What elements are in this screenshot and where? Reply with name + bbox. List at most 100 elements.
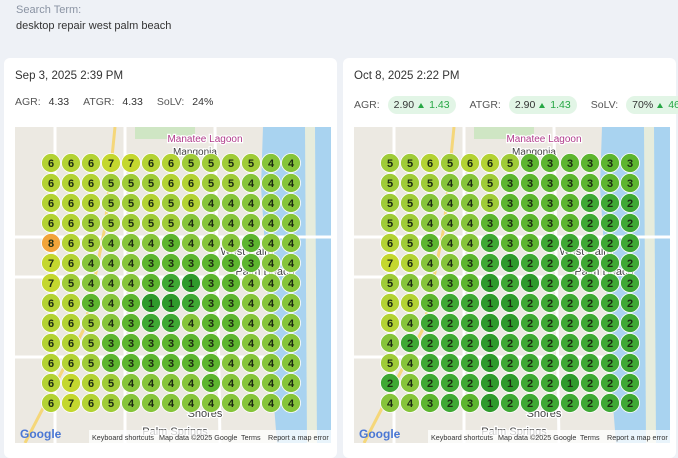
rank-label: 5 — [487, 178, 493, 190]
rank-label: 4 — [387, 398, 394, 410]
rank-pin — [520, 173, 540, 193]
rank-pin — [520, 373, 540, 393]
rank-pin — [41, 193, 61, 213]
rank-pin — [580, 253, 600, 273]
rank-pin — [600, 233, 620, 253]
rank-pin — [560, 373, 580, 393]
rank-pin — [440, 353, 460, 373]
rank-label: 4 — [248, 398, 255, 410]
rank-pin — [420, 353, 440, 373]
rank-label: 3 — [148, 338, 154, 350]
rank-label: 5 — [407, 218, 413, 230]
rank-pin — [620, 233, 640, 253]
rank-pin — [560, 153, 580, 173]
rank-label: 4 — [268, 358, 275, 370]
rank-pin — [500, 373, 520, 393]
rank-pin — [540, 193, 560, 213]
rank-label: 2 — [547, 338, 553, 350]
rank-label: 3 — [547, 198, 553, 210]
rank-label: 4 — [248, 218, 255, 230]
search-term: desktop repair west palm beach — [16, 20, 172, 32]
rank-label: 5 — [208, 158, 214, 170]
rank-label: 2 — [447, 398, 453, 410]
metric-label: SoLV: — [156, 96, 185, 108]
rank-label: 2 — [547, 298, 553, 310]
rank-pin — [261, 193, 281, 213]
rank-pin — [500, 213, 520, 233]
rank-pin — [620, 313, 640, 333]
rank-label: 7 — [48, 278, 54, 290]
rank-label: 5 — [427, 178, 433, 190]
rank-pin — [580, 213, 600, 233]
rank-pin — [161, 273, 181, 293]
rank-pin — [101, 313, 121, 333]
rank-pin — [181, 273, 201, 293]
rank-label: 4 — [288, 258, 295, 270]
rank-pin — [400, 313, 420, 333]
rank-label: 4 — [248, 338, 255, 350]
rank-pin — [221, 273, 241, 293]
rank-pin — [540, 333, 560, 353]
rank-label: 4 — [188, 398, 195, 410]
rank-label: 2 — [467, 358, 473, 370]
arrow-shape — [418, 103, 425, 108]
rank-label: 2 — [407, 338, 413, 350]
rank-pin — [61, 373, 81, 393]
rank-pin — [460, 273, 480, 293]
rank-pin — [181, 153, 201, 173]
rank-label: 4 — [228, 378, 235, 390]
rank-pin — [420, 333, 440, 353]
rank-pin — [241, 333, 261, 353]
rank-label: 3 — [148, 258, 154, 270]
rank-label: 6 — [68, 198, 74, 210]
rank-pin — [281, 393, 301, 413]
rank-pin — [221, 173, 241, 193]
rank-pin — [520, 153, 540, 173]
rank-label: 4 — [407, 278, 414, 290]
rank-label: 4 — [128, 278, 135, 290]
report-card: Oct 8, 2025 2:22 PM AGR: 2.90 1.43 ATGR: 2.90… — [343, 58, 678, 458]
rank-pin — [221, 213, 241, 233]
up-arrow — [657, 103, 664, 108]
rank-pin — [81, 293, 101, 313]
rank-pin — [620, 253, 640, 273]
map-attribution: Report a map error — [268, 433, 329, 442]
rank-pin — [281, 253, 301, 273]
rank-pin — [141, 213, 161, 233]
rank-pin — [261, 353, 281, 373]
rank-label: 3 — [507, 198, 513, 210]
rank-label: 6 — [68, 258, 74, 270]
rank-label: 2 — [527, 318, 533, 330]
rank-label: 3 — [208, 378, 214, 390]
rank-label: 3 — [527, 198, 533, 210]
rank-label: 2 — [627, 358, 633, 370]
rank-pin — [281, 233, 301, 253]
rank-pin — [141, 193, 161, 213]
rank-label: 6 — [48, 218, 54, 230]
report-date: Oct 8, 2025 2:22 PM — [354, 70, 460, 82]
rank-pin — [101, 353, 121, 373]
rank-pin — [600, 253, 620, 273]
rank-pin — [101, 373, 121, 393]
rank-pin — [600, 333, 620, 353]
rank-pin — [41, 233, 61, 253]
rank-label: 2 — [188, 298, 194, 310]
rank-pin — [61, 193, 81, 213]
rank-pin — [420, 313, 440, 333]
rank-label: 6 — [68, 358, 74, 370]
report-date: Sep 3, 2025 2:39 PM — [15, 70, 124, 82]
rank-label: 6 — [68, 178, 74, 190]
rank-label: 5 — [68, 278, 74, 290]
rank-label: 1 — [487, 298, 493, 310]
rank-label: 5 — [507, 158, 513, 170]
rank-pin — [201, 393, 221, 413]
rank-pin — [600, 313, 620, 333]
rank-pin — [500, 273, 520, 293]
rank-pin — [221, 313, 241, 333]
rank-pin — [460, 193, 480, 213]
rank-pin — [540, 293, 560, 313]
rank-label: 4 — [168, 398, 175, 410]
rank-pin — [620, 193, 640, 213]
rank-label: 6 — [148, 158, 154, 170]
rank-pin — [520, 193, 540, 213]
